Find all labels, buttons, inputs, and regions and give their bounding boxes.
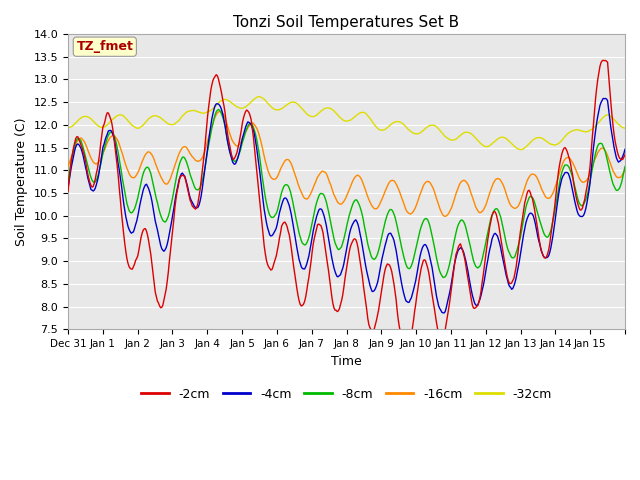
Text: TZ_fmet: TZ_fmet xyxy=(76,40,133,53)
Y-axis label: Soil Temperature (C): Soil Temperature (C) xyxy=(15,118,28,246)
Title: Tonzi Soil Temperatures Set B: Tonzi Soil Temperatures Set B xyxy=(234,15,460,30)
Legend: -2cm, -4cm, -8cm, -16cm, -32cm: -2cm, -4cm, -8cm, -16cm, -32cm xyxy=(136,383,557,406)
X-axis label: Time: Time xyxy=(331,355,362,368)
